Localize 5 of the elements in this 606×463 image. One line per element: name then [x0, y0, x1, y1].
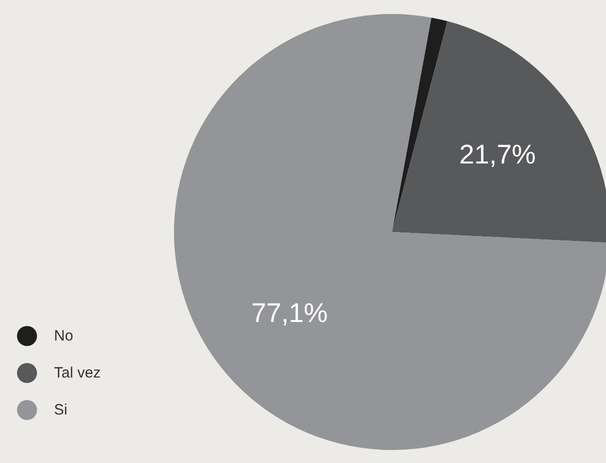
legend-label: No: [54, 328, 74, 344]
data-label: 77,1%: [251, 298, 328, 328]
data-label: 21,7%: [459, 140, 536, 170]
legend-label: Tal vez: [54, 364, 101, 382]
legend-label: Si: [54, 402, 68, 418]
